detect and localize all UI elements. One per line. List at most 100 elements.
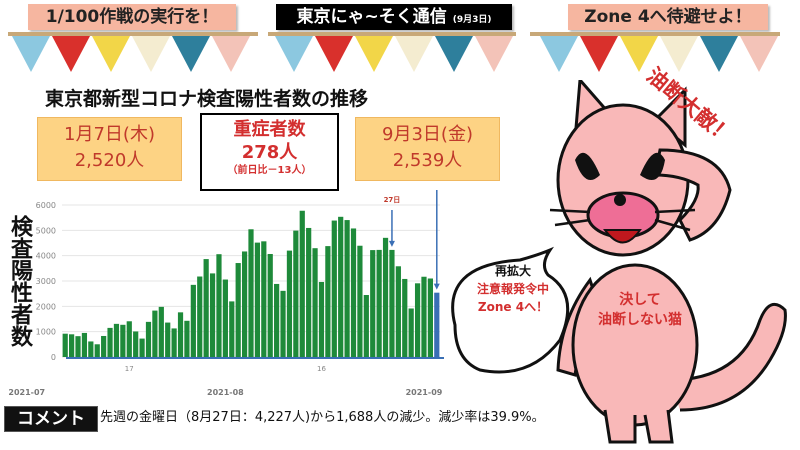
bunting-flag (52, 36, 90, 72)
bar (126, 321, 132, 357)
bar (421, 276, 427, 357)
bar (370, 250, 376, 357)
bar (203, 259, 209, 357)
arrow-head (433, 283, 440, 290)
speech-bubble-text: 再拡大 注意報発令中 Zone 4へ！ (463, 262, 563, 316)
y-tick-label: 1000 (36, 328, 56, 337)
bar (88, 341, 94, 357)
bar (216, 254, 222, 357)
y-tick-label: 2000 (36, 302, 56, 311)
cat-tail (669, 302, 787, 412)
cat-mouth (603, 229, 642, 244)
arrow-head (388, 240, 395, 247)
bar (350, 228, 357, 357)
y-tick-label: 4000 (36, 252, 56, 261)
bar (299, 210, 305, 357)
sep3-box: 9月3日(金) 2,539人 (355, 117, 500, 181)
bunting-flags (12, 36, 778, 72)
cat-eye-right (640, 152, 665, 180)
bar (139, 338, 145, 357)
bar (69, 334, 75, 357)
bunting-flag (700, 36, 738, 72)
bunting-flag (475, 36, 513, 72)
bunting-flag (92, 36, 130, 72)
x-tick-label: 16 (317, 365, 326, 373)
bar (81, 332, 88, 357)
bar (241, 251, 248, 357)
bar (145, 321, 152, 357)
bar (267, 253, 273, 357)
cat-illustration (451, 80, 787, 444)
bar (209, 273, 216, 357)
newsletter-title: 東京にゃ~そく通信 (296, 7, 447, 27)
y-axis-label: 検査陽性者数 (7, 215, 32, 347)
bar (286, 250, 293, 357)
bar (261, 241, 267, 357)
sep3-date: 9月3日(金) (382, 124, 473, 145)
bar (382, 237, 389, 357)
jan7-count: 2,520人 (74, 150, 145, 171)
bar (434, 292, 440, 357)
speech-bubble (451, 246, 570, 374)
bubble-line-2: 注意報発令中 (476, 282, 549, 296)
bar (152, 310, 158, 357)
bunting-flag (12, 36, 50, 72)
bar (133, 331, 139, 357)
jan7-box: 1月7日(木) 2,520人 (37, 117, 182, 181)
bunting-flag (132, 36, 170, 72)
bunting-flag (275, 36, 313, 72)
cat-salute-arm (653, 148, 732, 242)
banner-left: 1/100作戦の実行を！ (28, 4, 236, 30)
y-tick-label: 3000 (36, 277, 56, 286)
bar (414, 283, 421, 357)
y-tick-label: 0 (51, 353, 56, 362)
bar (318, 281, 325, 357)
bubble-line-1: 再拡大 (494, 264, 531, 278)
bunting-flag (395, 36, 433, 72)
cat-nose (614, 194, 626, 206)
cat-legs (603, 409, 674, 444)
severe-label: 重症者数 (233, 119, 306, 140)
bar (62, 333, 68, 357)
banner-right: Zone 4へ待避せよ！ (568, 4, 768, 30)
bar (229, 301, 235, 357)
bar (101, 335, 107, 357)
cat-body (571, 263, 699, 427)
bar (325, 246, 331, 357)
cat-eye-left (575, 152, 600, 180)
bar (395, 266, 401, 357)
bar (222, 279, 228, 357)
bunting-rod (8, 32, 258, 36)
bubble-line-3: Zone 4へ！ (477, 300, 549, 314)
bar (248, 229, 254, 357)
bunting-flag (172, 36, 210, 72)
bar (158, 306, 164, 357)
bar (120, 324, 126, 357)
page-title: 東京都新型コロナ検査陽性者数の推移 (45, 88, 369, 110)
x-month-label: 2021-08 (207, 388, 244, 397)
cat-body-text: 決して 油断しない猫 (590, 290, 690, 330)
bar (363, 295, 369, 357)
x-month-label: 2021-07 (8, 388, 45, 397)
bar (306, 227, 312, 357)
bunting-flag (660, 36, 698, 72)
bunting-flag (315, 36, 353, 72)
bar (190, 284, 196, 357)
bunting-rod (268, 32, 516, 36)
body-line-2: 油断しない猫 (598, 312, 682, 328)
x-month-label: 2021-09 (406, 388, 443, 397)
bar (235, 263, 241, 357)
bar (113, 323, 120, 357)
bunting-flag (212, 36, 250, 72)
annotation-label: 27日 (384, 196, 401, 204)
bunting-flag (435, 36, 473, 72)
y-tick-label: 5000 (36, 226, 56, 235)
bar (357, 245, 363, 357)
bar (177, 312, 184, 357)
severe-diff: （前日比－13人） (227, 165, 312, 176)
bunting-flag (740, 36, 778, 72)
bar (184, 320, 190, 357)
bar (312, 248, 318, 357)
banner-title: 東京にゃ~そく通信 (9月3日) (276, 4, 512, 30)
bar (254, 242, 261, 357)
